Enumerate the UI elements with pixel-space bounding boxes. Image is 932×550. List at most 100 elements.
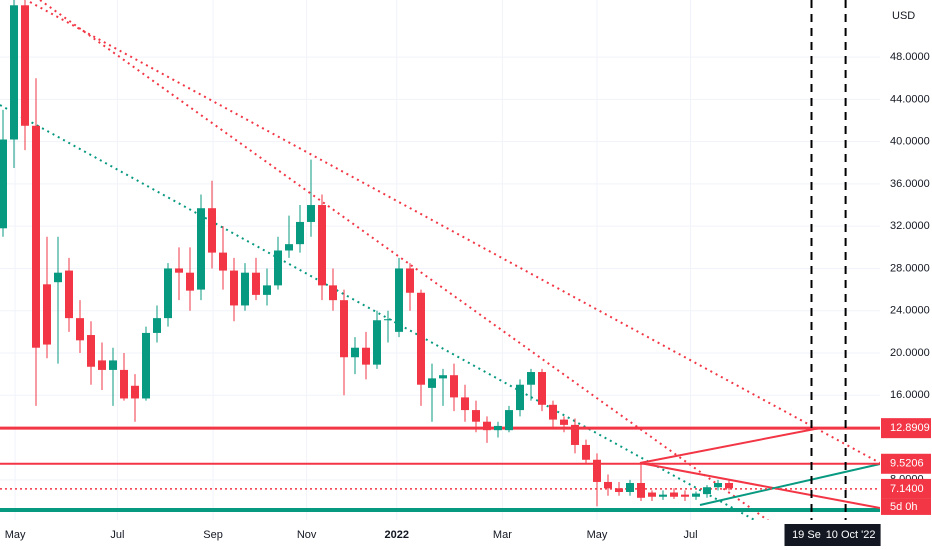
candle-body (593, 459, 601, 482)
candle-body (538, 372, 546, 405)
axes: 8.000016.000020.000024.000028.000032.000… (5, 51, 931, 546)
y-tick-label: 24.0000 (890, 305, 930, 317)
x-tick-label: May (5, 529, 26, 541)
candle-body (285, 244, 293, 251)
candle-body (692, 493, 700, 497)
candle-body (153, 318, 161, 333)
candle-body (516, 384, 524, 411)
candle-body (659, 494, 667, 497)
date-markers (810, 0, 847, 520)
candle-body (615, 488, 623, 492)
candle-body (340, 300, 348, 358)
candle-body (670, 492, 678, 497)
candle-body (549, 404, 557, 420)
candle-body (263, 285, 271, 295)
price-label-box (881, 478, 931, 499)
candle-body (43, 284, 51, 345)
candle-body (318, 205, 326, 286)
candle-body (109, 360, 117, 370)
candle-body (703, 487, 711, 495)
candle-body (428, 378, 436, 388)
candle-body (230, 270, 238, 306)
candle-body (296, 221, 304, 245)
y-tick-label: 16.0000 (890, 389, 930, 401)
candle-body (725, 483, 733, 489)
price-label-box (881, 418, 931, 439)
price-label: 7.1400 (890, 483, 924, 495)
candle-body (252, 272, 260, 295)
pattern-line (699, 463, 881, 506)
candle-body (450, 375, 458, 398)
candles (0, 0, 733, 507)
candle-body (571, 424, 579, 445)
x-tick-label: Jul (683, 529, 697, 541)
y-tick-label: 28.0000 (890, 262, 930, 274)
candle-body (637, 483, 645, 498)
candle-body (384, 319, 392, 321)
candle-body (560, 419, 568, 425)
candle-body (395, 268, 403, 332)
candle-body (329, 285, 337, 301)
date-marker-label: 10 Oct '22 (826, 529, 876, 541)
time-axis (0, 520, 932, 550)
trend-line (0, 104, 761, 524)
price-axis (880, 0, 932, 520)
candle-body (98, 360, 106, 370)
countdown: 5d 0h (890, 501, 918, 513)
candle-body (120, 369, 128, 399)
candle-body (208, 208, 216, 253)
candle-body (417, 292, 425, 385)
candle-body (483, 421, 491, 431)
candle-body (681, 494, 689, 497)
candle-body (373, 320, 381, 365)
candle-body (10, 5, 18, 140)
pattern-line (639, 462, 881, 509)
price-label: 9.5206 (890, 458, 924, 470)
candle-body (461, 397, 469, 411)
candle-body (54, 272, 62, 283)
candle-body (604, 481, 612, 489)
pattern-line (639, 427, 821, 464)
candle-body (197, 208, 205, 290)
x-tick-label: 2022 (385, 529, 409, 541)
candle-body (241, 272, 249, 306)
candle-body (21, 5, 29, 126)
y-tick-label: 20.0000 (890, 347, 930, 359)
candle-body (164, 268, 172, 319)
y-tick-label: 48.0000 (890, 51, 930, 63)
candle-body (65, 270, 73, 319)
candle-body (714, 483, 722, 488)
candle-body (76, 318, 84, 341)
candle-body (0, 139, 7, 229)
price-label-box (881, 453, 931, 474)
currency-label: USD (892, 10, 915, 22)
date-marker-box (820, 524, 881, 546)
y-tick-label: 44.0000 (890, 93, 930, 105)
price-lines (0, 426, 880, 490)
candle-body (274, 250, 282, 286)
y-tick-label: 36.0000 (890, 178, 930, 190)
candle-body (505, 410, 513, 431)
candle-body (582, 444, 590, 460)
candle-body (626, 483, 634, 492)
candle-body (527, 372, 535, 385)
trend-line (39, 0, 781, 530)
x-tick-label: Jul (110, 529, 124, 541)
candle-body (472, 410, 480, 422)
candle-body (131, 385, 139, 399)
candle-body (142, 332, 150, 399)
candle-body (351, 347, 359, 358)
candle-body (648, 492, 656, 497)
y-tick-label: 40.0000 (890, 136, 930, 148)
candle-body (439, 375, 447, 379)
y-tick-label: 32.0000 (890, 220, 930, 232)
candle-body (362, 347, 370, 365)
countdown-box (881, 498, 931, 515)
price-label: 12.8909 (890, 422, 930, 434)
x-tick-label: May (587, 529, 608, 541)
candle-body (87, 335, 95, 367)
date-marker-label: 19 Sep (792, 529, 827, 541)
candle-body (175, 268, 183, 273)
